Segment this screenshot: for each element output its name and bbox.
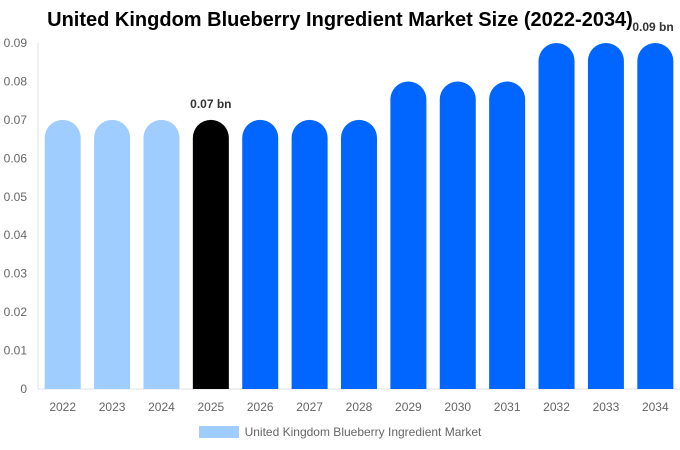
y-tick-label: 0.01 xyxy=(4,344,28,358)
data-label: 0.09 bn xyxy=(632,20,673,34)
x-tick-label: 2025 xyxy=(197,400,224,414)
bar-2027 xyxy=(291,119,328,389)
x-tick-label: 2028 xyxy=(346,400,373,414)
bar-2023 xyxy=(94,119,131,389)
y-tick-label: 0.03 xyxy=(4,267,28,281)
legend-label: United Kingdom Blueberry Ingredient Mark… xyxy=(244,425,482,439)
x-tick-label: 2033 xyxy=(593,400,620,414)
legend: United Kingdom Blueberry Ingredient Mark… xyxy=(0,425,680,439)
bar-2026 xyxy=(242,119,279,389)
legend-swatch xyxy=(198,426,239,438)
x-tick-label: 2023 xyxy=(99,400,126,414)
x-tick-label: 2026 xyxy=(247,400,274,414)
x-tick-label: 2032 xyxy=(543,400,570,414)
bar-2032 xyxy=(538,43,575,389)
chart-title: United Kingdom Blueberry Ingredient Mark… xyxy=(47,9,633,31)
y-tick-label: 0.07 xyxy=(4,113,28,127)
y-tick-label: 0.06 xyxy=(4,151,28,165)
bar-2029 xyxy=(390,81,427,389)
y-tick-label: 0.08 xyxy=(4,74,28,88)
bar-2024 xyxy=(143,119,180,389)
x-tick-label: 2030 xyxy=(444,400,471,414)
x-tick-label: 2031 xyxy=(494,400,521,414)
bar-2033 xyxy=(587,43,624,389)
x-tick-label: 2024 xyxy=(148,400,175,414)
bar-2034 xyxy=(637,43,674,389)
y-tick-label: 0.05 xyxy=(4,190,28,204)
bar-2028 xyxy=(341,119,377,389)
x-tick-label: 2034 xyxy=(642,400,669,414)
y-tick-label: 0 xyxy=(20,382,27,396)
y-tick-label: 0.09 xyxy=(4,36,28,50)
bar-2025 xyxy=(192,119,229,389)
data-label: 0.07 bn xyxy=(190,97,231,111)
x-tick-label: 2022 xyxy=(49,400,76,414)
bar-2030 xyxy=(439,81,476,389)
x-tick-label: 2029 xyxy=(395,400,422,414)
bar-2022 xyxy=(44,119,81,389)
bar-2031 xyxy=(489,81,526,389)
y-tick-label: 0.04 xyxy=(4,228,28,242)
y-tick-label: 0.02 xyxy=(4,305,28,319)
x-tick-label: 2027 xyxy=(296,400,323,414)
